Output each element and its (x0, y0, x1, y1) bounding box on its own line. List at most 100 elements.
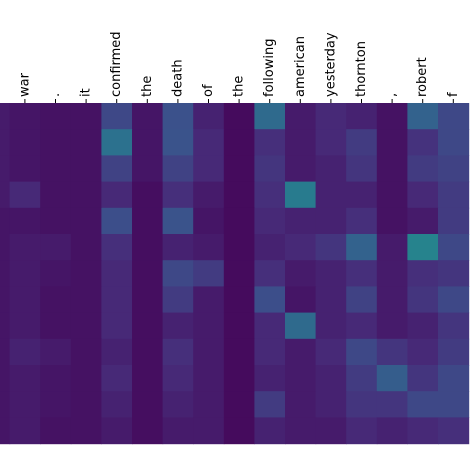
heatmap-cell (132, 155, 164, 183)
heatmap-cell (162, 155, 194, 183)
heatmap-cell (0, 234, 11, 261)
heatmap-cell (376, 181, 408, 209)
heatmap-cell (223, 391, 255, 418)
heatmap-cell (9, 260, 41, 287)
heatmap-cell (407, 286, 439, 314)
heatmap-cell (285, 260, 317, 287)
heatmap-cell (315, 391, 347, 418)
heatmap-cells (0, 103, 470, 445)
heatmap-cell (376, 391, 408, 418)
heatmap-cell (132, 129, 164, 156)
heatmap-cell (101, 286, 133, 314)
heatmap-cell (438, 207, 470, 235)
heatmap-cell (132, 260, 164, 287)
heatmap-cell (407, 103, 439, 130)
heatmap-cell (162, 286, 194, 314)
heatmap-cell (376, 155, 408, 183)
heatmap-cell (70, 155, 102, 183)
heatmap-cell (162, 103, 194, 130)
heatmap-cell (285, 417, 317, 445)
heatmap-cell (254, 181, 286, 209)
heatmap-cell (223, 155, 255, 183)
heatmap-cell (0, 338, 11, 366)
heatmap-cell (223, 417, 255, 445)
heatmap-cell (40, 365, 72, 392)
heatmap-cell (346, 181, 378, 209)
heatmap-cell (254, 103, 286, 130)
heatmap-cell (70, 286, 102, 314)
heatmap-cell (162, 365, 194, 392)
heatmap-cell (9, 391, 41, 418)
heatmap-cell (162, 260, 194, 287)
heatmap-cell (101, 391, 133, 418)
x-tick-label: the (232, 76, 247, 97)
heatmap-cell (223, 260, 255, 287)
heatmap-cell (438, 181, 470, 209)
heatmap-cell (223, 234, 255, 261)
heatmap-cell (132, 391, 164, 418)
heatmap-cell (101, 234, 133, 261)
heatmap-cell (193, 312, 225, 340)
heatmap-cell (70, 103, 102, 130)
heatmap-cell (223, 129, 255, 156)
heatmap-cell (70, 312, 102, 340)
heatmap-cell (132, 207, 164, 235)
heatmap-cell (223, 286, 255, 314)
heatmap-cell (438, 103, 470, 130)
heatmap-cell (315, 365, 347, 392)
heatmap-cell (193, 391, 225, 418)
heatmap-cell (132, 181, 164, 209)
heatmap-cell (162, 129, 194, 156)
heatmap-cell (285, 129, 317, 156)
heatmap-cell (285, 155, 317, 183)
heatmap-cell (101, 417, 133, 445)
heatmap-cell (40, 417, 72, 445)
heatmap-cell (285, 103, 317, 130)
x-tick-label: f (446, 92, 461, 97)
heatmap-cell (315, 260, 347, 287)
x-tick-label: death (170, 59, 185, 97)
heatmap-cell (70, 260, 102, 287)
heatmap-cell (101, 129, 133, 156)
heatmap-cell (193, 260, 225, 287)
heatmap-cell (254, 234, 286, 261)
heatmap-cell (40, 129, 72, 156)
x-tick-label: confirmed (109, 31, 124, 97)
heatmap-cell (132, 286, 164, 314)
heatmap-cell (407, 260, 439, 287)
heatmap-cell (376, 312, 408, 340)
heatmap-cell (9, 286, 41, 314)
heatmap-cell (438, 155, 470, 183)
heatmap-cell (438, 365, 470, 392)
heatmap-cell (346, 391, 378, 418)
heatmap-cell (346, 338, 378, 366)
heatmap-cell (223, 181, 255, 209)
x-tick-label: war (17, 72, 32, 97)
heatmap-cell (162, 312, 194, 340)
heatmap-cell (223, 338, 255, 366)
heatmap-cell (285, 181, 317, 209)
heatmap-cell (193, 338, 225, 366)
heatmap-cell (70, 365, 102, 392)
heatmap-cell (0, 260, 11, 287)
x-tick-label: . (48, 93, 63, 97)
heatmap-cell (132, 103, 164, 130)
heatmap-cell (40, 103, 72, 130)
heatmap-cell (407, 312, 439, 340)
heatmap-cell (285, 365, 317, 392)
heatmap-cell (376, 103, 408, 130)
heatmap-cell (346, 129, 378, 156)
heatmap-cell (315, 417, 347, 445)
heatmap-cell (438, 391, 470, 418)
heatmap-cell (407, 338, 439, 366)
heatmap-cell (407, 365, 439, 392)
heatmap-cell (254, 391, 286, 418)
heatmap-cell (315, 286, 347, 314)
heatmap-cell (285, 338, 317, 366)
heatmap-cell (376, 417, 408, 445)
heatmap-cell (285, 391, 317, 418)
heatmap-cell (0, 286, 11, 314)
heatmap-cell (9, 365, 41, 392)
heatmap-cell (407, 391, 439, 418)
heatmap-cell (254, 260, 286, 287)
